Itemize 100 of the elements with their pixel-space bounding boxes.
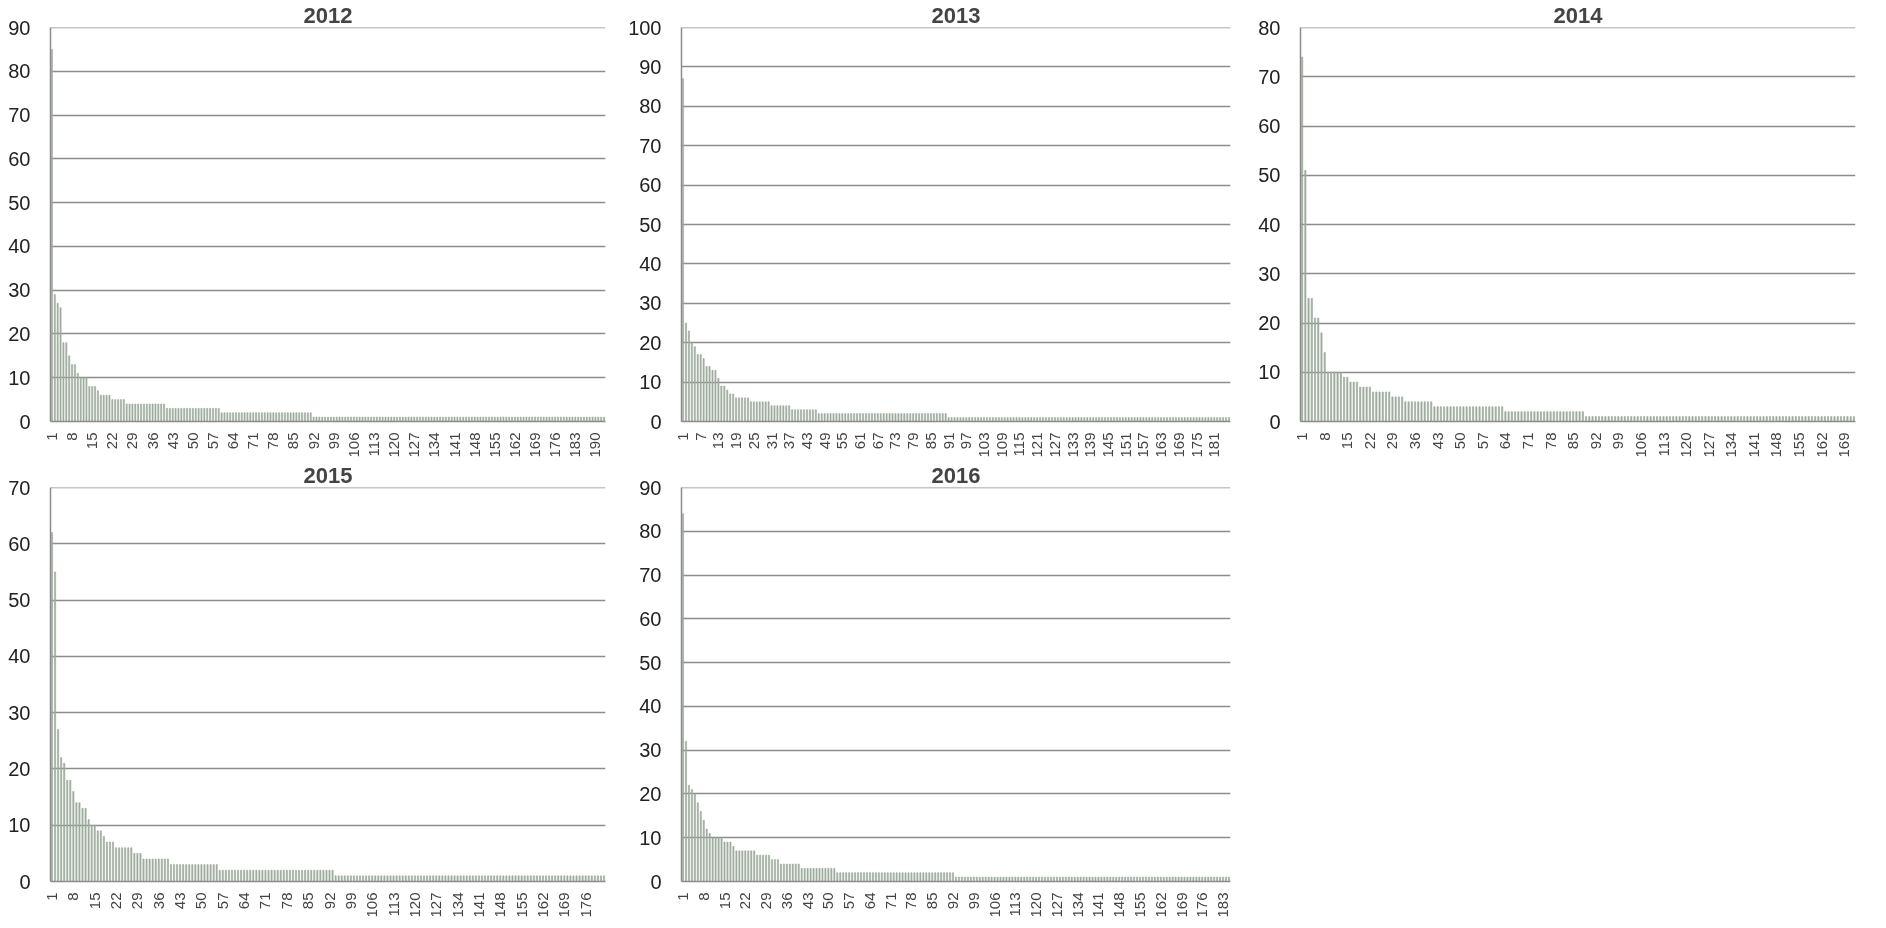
chart-title: 2013 (931, 2, 981, 28)
x-tick-label: 64 (1496, 432, 1514, 450)
x-tick-label: 73 (886, 432, 904, 450)
x-tick-label: 103 (975, 432, 993, 458)
x-tick-label: 139 (1081, 432, 1099, 458)
x-tick-label: 120 (1677, 432, 1695, 458)
x-tick-label: 169 (526, 432, 544, 458)
x-tick-label: 1 (673, 892, 691, 901)
x-tick-label: 113 (384, 892, 402, 917)
x-tick-label: 169 (1169, 432, 1187, 458)
x-tick-label: 176 (576, 892, 594, 918)
x-tick-label: 190 (586, 432, 604, 458)
x-tick-label: 145 (1099, 432, 1117, 458)
x-tick-label: 1 (42, 432, 60, 441)
x-tick-label: 79 (904, 432, 922, 450)
chart-title: 2014 (1553, 2, 1604, 28)
x-tick-label: 148 (465, 432, 483, 458)
x-tick-label: 49 (815, 432, 833, 450)
x-tick-label: 106 (344, 432, 362, 458)
x-tick-label: 106 (1631, 432, 1649, 458)
x-tick-label: 106 (363, 892, 381, 918)
x-tick-label: 15 (715, 892, 733, 910)
y-tick-label: 20 (639, 782, 662, 805)
x-tick-label: 155 (1130, 892, 1148, 918)
x-tick-label: 120 (405, 892, 423, 918)
x-tick-label: 43 (163, 432, 181, 450)
x-tick-label: 163 (1152, 432, 1170, 458)
y-tick-label: 70 (639, 564, 662, 587)
x-tick-label: 92 (1586, 432, 1604, 450)
y-tick-label: 80 (639, 95, 662, 118)
y-tick-label: 10 (8, 366, 31, 389)
x-tick-label: 106 (985, 892, 1003, 918)
x-tick-label: 15 (1338, 432, 1356, 450)
x-tick-label: 134 (425, 432, 443, 458)
x-tick-label: 181 (1205, 432, 1223, 458)
x-tick-label: 64 (235, 892, 253, 910)
x-tick-label: 29 (757, 892, 775, 910)
x-tick-label: 50 (819, 892, 837, 910)
x-tick-label: 141 (1089, 892, 1107, 918)
x-tick-label: 169 (555, 892, 573, 918)
y-tick-label: 80 (639, 520, 662, 543)
x-tick-label: 78 (902, 892, 920, 910)
x-tick-label: 37 (780, 432, 798, 450)
x-tick-label: 78 (1541, 432, 1559, 450)
x-tick-label: 67 (868, 432, 886, 450)
x-tick-label: 71 (256, 892, 274, 910)
x-tick-label: 36 (143, 432, 161, 450)
y-tick-label: 30 (8, 279, 31, 302)
x-tick-label: 113 (365, 432, 383, 457)
y-tick-label: 40 (639, 695, 662, 718)
y-tick-label: 80 (1258, 16, 1281, 39)
x-tick-label: 91 (939, 432, 957, 450)
y-tick-label: 90 (639, 55, 662, 78)
y-tick-label: 40 (8, 645, 31, 668)
x-tick-label: 22 (107, 892, 125, 910)
x-tick-label: 55 (833, 432, 851, 450)
x-tick-label: 151 (1116, 432, 1134, 458)
x-tick-label: 50 (183, 432, 201, 450)
x-tick-label: 162 (1812, 432, 1830, 458)
x-tick-label: 7 (691, 432, 709, 441)
x-tick-label: 134 (1722, 432, 1740, 458)
y-tick-label: 0 (650, 410, 662, 433)
x-tick-label: 85 (1564, 432, 1582, 450)
x-tick-label: 31 (762, 432, 780, 450)
y-tick-label: 0 (19, 410, 31, 433)
y-tick-label: 0 (650, 870, 662, 893)
x-tick-label: 162 (1151, 892, 1169, 918)
y-tick-label: 70 (8, 104, 31, 127)
x-tick-label: 134 (448, 892, 466, 918)
x-tick-label: 141 (469, 892, 487, 918)
x-tick-label: 85 (923, 892, 941, 910)
x-tick-label: 148 (1767, 432, 1785, 458)
y-tick-label: 100 (628, 16, 662, 39)
x-tick-label: 50 (192, 892, 210, 910)
y-tick-label: 60 (8, 532, 31, 555)
x-tick-label: 1 (1293, 432, 1311, 441)
x-tick-label: 113 (1006, 892, 1024, 917)
y-tick-label: 40 (639, 252, 662, 275)
x-tick-label: 155 (512, 892, 530, 918)
y-tick-label: 20 (8, 322, 31, 345)
x-tick-label: 85 (921, 432, 939, 450)
x-tick-label: 15 (85, 892, 103, 910)
x-tick-label: 25 (744, 432, 762, 450)
x-tick-label: 92 (944, 892, 962, 910)
x-tick-label: 176 (1193, 892, 1211, 918)
x-tick-label: 127 (1045, 432, 1063, 458)
y-tick-label: 30 (639, 739, 662, 762)
x-tick-label: 141 (1744, 432, 1762, 458)
x-tick-label: 1 (43, 892, 61, 901)
x-tick-label: 15 (83, 432, 101, 450)
x-tick-label: 92 (304, 432, 322, 450)
y-tick-label: 60 (8, 147, 31, 170)
x-tick-label: 22 (103, 432, 121, 450)
y-tick-label: 60 (639, 607, 662, 630)
x-tick-label: 43 (797, 432, 815, 450)
y-tick-label: 10 (8, 814, 31, 837)
x-tick-label: 99 (1609, 432, 1627, 450)
x-tick-label: 127 (427, 892, 445, 918)
x-tick-label: 57 (203, 432, 221, 450)
x-tick-label: 155 (485, 432, 503, 458)
